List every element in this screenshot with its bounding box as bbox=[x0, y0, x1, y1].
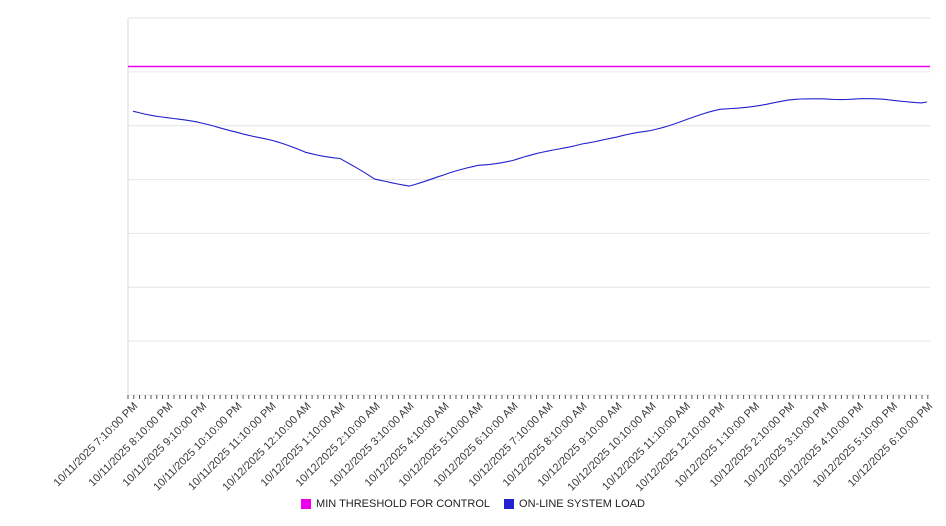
legend-label-load: ON-LINE SYSTEM LOAD bbox=[519, 498, 645, 510]
legend-item-load: ON-LINE SYSTEM LOAD bbox=[504, 498, 645, 510]
legend: MIN THRESHOLD FOR CONTROL ON-LINE SYSTEM… bbox=[0, 498, 946, 510]
load-line bbox=[132, 98, 928, 187]
legend-item-threshold: MIN THRESHOLD FOR CONTROL bbox=[301, 498, 490, 510]
plot-area bbox=[127, 17, 930, 399]
legend-label-threshold: MIN THRESHOLD FOR CONTROL bbox=[316, 498, 491, 510]
threshold-swatch bbox=[301, 499, 312, 509]
load-swatch bbox=[504, 499, 515, 509]
